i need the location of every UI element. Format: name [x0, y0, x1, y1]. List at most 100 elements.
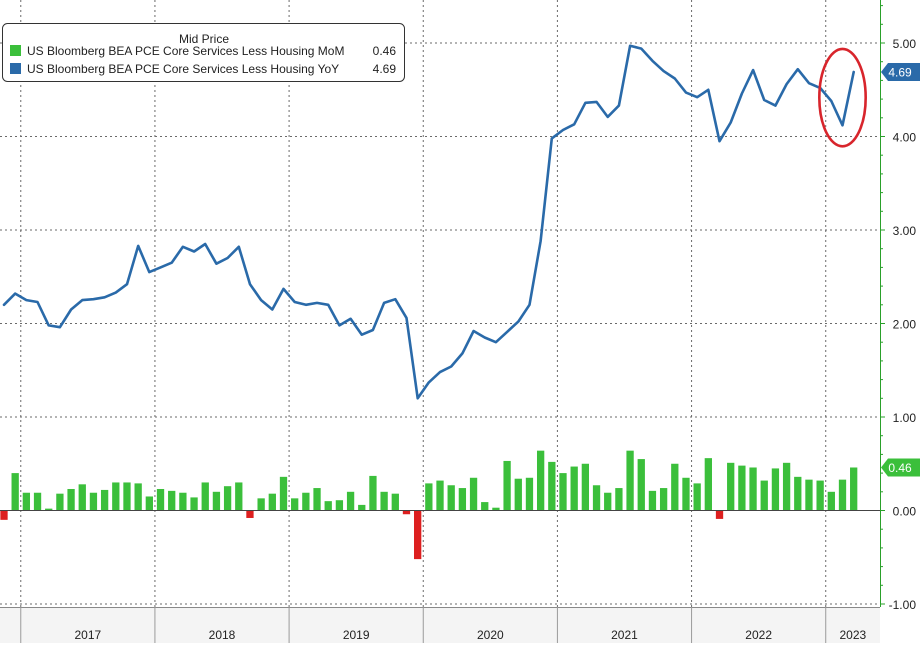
- mom-bar: [168, 490, 176, 511]
- legend-title: Mid Price: [179, 32, 229, 46]
- mom-bar: [458, 488, 467, 511]
- mom-bar: [771, 468, 780, 511]
- y-tick-labels: 5.00 4.00 3.00 2.00 1.00 0.00 -1.00: [889, 37, 917, 612]
- y-tick-label: 0.00: [893, 505, 917, 519]
- mom-bar: [648, 490, 657, 511]
- mom-bar: [89, 492, 98, 511]
- mom-bar: [503, 460, 511, 511]
- mom-bar: [235, 482, 243, 511]
- x-tick-label: 2020: [477, 628, 504, 642]
- y-tick-label: -1.00: [889, 598, 917, 612]
- mom-bar: [659, 488, 668, 511]
- mom-bar: [816, 480, 824, 511]
- mom-bar: [268, 493, 276, 511]
- mom-bar: [704, 458, 712, 511]
- mom-bar: [827, 491, 835, 511]
- mom-bar: [414, 510, 422, 560]
- mom-bar: [481, 502, 489, 511]
- mom-bar: [548, 461, 556, 511]
- mom-bar: [56, 493, 64, 511]
- mom-bar: [391, 493, 399, 511]
- mom-bar: [402, 510, 411, 515]
- highlight-circle: [818, 47, 867, 148]
- mom-bar: [850, 467, 858, 511]
- mom-bar: [324, 501, 332, 511]
- legend-swatch-mom: [10, 45, 21, 56]
- mom-bar: [335, 500, 344, 511]
- mom-bar: [782, 462, 791, 511]
- legend-label-yoy: US Bloomberg BEA PCE Core Services Less …: [27, 62, 339, 76]
- legend-label-mom: US Bloomberg BEA PCE Core Services Less …: [27, 44, 344, 58]
- mom-bar: [257, 498, 265, 511]
- y-axis: 5.00 4.00 3.00 2.00 1.00 0.00 -1.00 4.69 0.46: [880, 0, 920, 612]
- x-tick-label: 2019: [343, 628, 370, 642]
- mom-bar: [447, 485, 455, 511]
- mom-bar: [604, 492, 612, 511]
- mom-bar: [570, 466, 578, 511]
- y-tick-label: 1.00: [893, 411, 917, 425]
- x-tick-label: 2023: [840, 628, 867, 642]
- mom-bar: [436, 480, 444, 511]
- x-ticks: [20, 607, 827, 643]
- mom-bars: [0, 450, 858, 560]
- mom-bar: [727, 462, 735, 511]
- mom-bar: [514, 478, 522, 511]
- mom-bar: [67, 488, 75, 511]
- mom-bar: [838, 479, 847, 511]
- mom-bar: [536, 450, 545, 511]
- y-tick-label: 4.00: [893, 131, 917, 145]
- mom-bar: [45, 508, 53, 511]
- grid-lines: [0, 0, 880, 607]
- mom-bar: [425, 483, 433, 511]
- mom-bar: [0, 510, 8, 520]
- legend-value-yoy: 4.69: [373, 62, 397, 76]
- mom-bar: [380, 491, 388, 511]
- mom-bar: [715, 510, 724, 519]
- mom-bar: [11, 473, 19, 511]
- last-value-text: 4.69: [888, 65, 912, 79]
- mom-bar: [760, 480, 768, 511]
- mom-bar: [682, 477, 690, 511]
- mom-bar: [212, 491, 221, 511]
- last-value-tag: [881, 62, 920, 81]
- mom-bar: [279, 476, 288, 511]
- mom-bar: [592, 485, 601, 511]
- mom-bar: [358, 504, 366, 511]
- mom-bar: [112, 482, 120, 511]
- mom-bar: [302, 492, 310, 511]
- mom-bar: [291, 498, 299, 511]
- legend-box: [2, 23, 405, 82]
- mom-bar: [794, 476, 802, 511]
- x-tick-label: 2022: [745, 628, 772, 642]
- mom-bar: [671, 463, 679, 511]
- x-tick-label: 2018: [209, 628, 236, 642]
- mom-bar: [179, 492, 187, 511]
- y-tick-label: 3.00: [893, 224, 917, 238]
- last-value-text: 0.46: [888, 461, 912, 475]
- mom-bar: [738, 465, 746, 511]
- mom-bar: [469, 477, 478, 511]
- mom-bar: [33, 492, 42, 511]
- mom-bar: [145, 496, 153, 511]
- mom-bar: [581, 463, 590, 511]
- mom-bar: [805, 479, 813, 511]
- mom-bar: [313, 488, 321, 511]
- x-tick-label: 2021: [611, 628, 638, 642]
- mom-bar: [123, 482, 131, 511]
- last-value-tag: [881, 458, 920, 477]
- mom-bar: [134, 483, 142, 511]
- mom-bar: [749, 467, 757, 511]
- legend-value-mom: 0.46: [373, 44, 397, 58]
- mom-bar: [615, 488, 623, 511]
- mom-bar: [559, 473, 567, 511]
- mom-bar: [346, 491, 355, 511]
- mom-bar: [190, 497, 198, 511]
- y-tick-label: 2.00: [893, 318, 917, 332]
- mom-bar: [78, 484, 86, 511]
- x-tick-labels: 2017 2018 2019 2020 2021 2022 2023: [74, 628, 866, 642]
- y-ticks: [880, 5, 885, 605]
- mom-bar: [246, 510, 254, 518]
- mom-bar: [100, 489, 109, 511]
- legend-swatch-yoy: [10, 63, 21, 74]
